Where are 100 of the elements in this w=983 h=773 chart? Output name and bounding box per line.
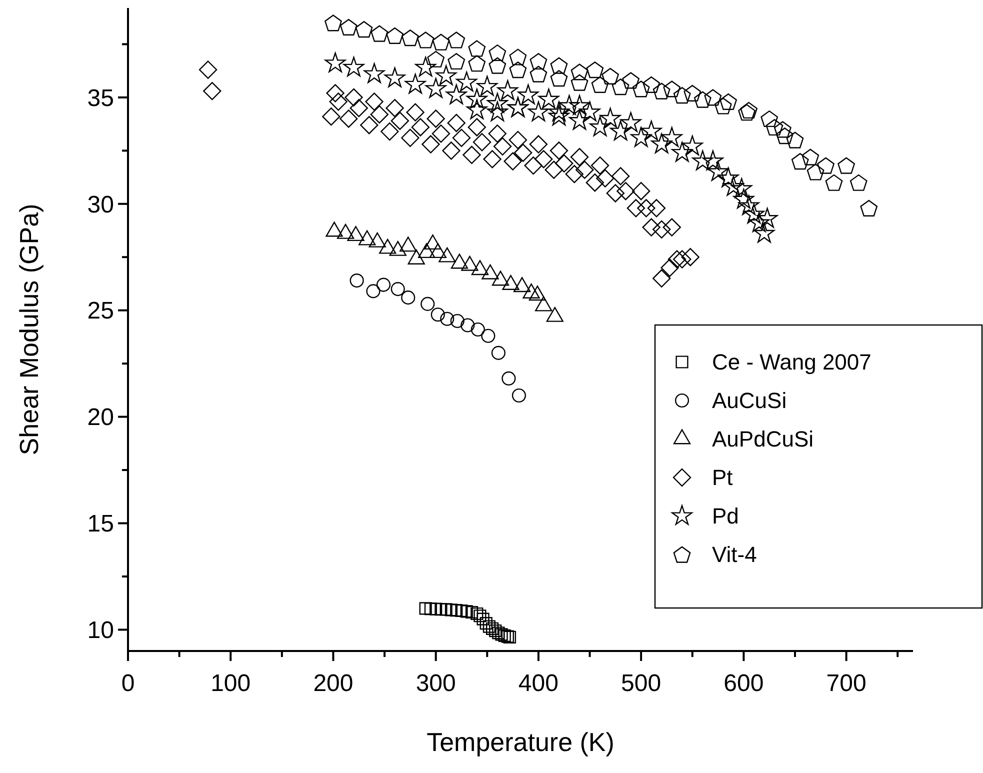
- point: [673, 250, 692, 268]
- point: [570, 74, 588, 91]
- point: [611, 167, 630, 186]
- point: [802, 148, 820, 166]
- point: [329, 92, 348, 111]
- x-tick-label: 500: [621, 670, 662, 697]
- point: [512, 388, 526, 403]
- point: [493, 137, 512, 156]
- point: [404, 74, 426, 94]
- point: [760, 110, 778, 128]
- point: [436, 65, 457, 86]
- point: [411, 118, 430, 136]
- point: [731, 178, 752, 198]
- point: [491, 346, 506, 360]
- point: [748, 212, 770, 232]
- point: [555, 154, 574, 173]
- point: [850, 174, 868, 191]
- point: [340, 18, 358, 36]
- point: [528, 101, 549, 122]
- point: [446, 84, 467, 104]
- point: [586, 61, 604, 78]
- point: [825, 174, 843, 191]
- point: [390, 282, 405, 296]
- point: [364, 63, 385, 83]
- point: [462, 146, 481, 164]
- point: [600, 108, 621, 128]
- point: [488, 124, 507, 143]
- point: [596, 169, 614, 188]
- point: [422, 135, 440, 154]
- point: [460, 318, 475, 332]
- point: [427, 50, 445, 68]
- point: [476, 612, 490, 626]
- point: [590, 156, 610, 175]
- point: [501, 630, 514, 643]
- point: [434, 602, 448, 616]
- point: [661, 126, 682, 147]
- point: [530, 52, 548, 70]
- point: [474, 610, 486, 622]
- point: [326, 84, 344, 102]
- point: [660, 258, 679, 277]
- point: [432, 34, 450, 50]
- point: [642, 76, 660, 93]
- point: [432, 124, 450, 143]
- y-tick-label: 20: [87, 404, 114, 432]
- legend-label: Pd: [712, 504, 739, 529]
- x-tick-label: 700: [826, 670, 866, 697]
- point: [450, 314, 464, 328]
- y-axis-title: Shear Modulus (GPa): [14, 204, 44, 456]
- y-tick-label: 35: [87, 84, 114, 112]
- point: [384, 67, 406, 88]
- point: [806, 164, 824, 180]
- point: [455, 604, 468, 618]
- point: [838, 157, 855, 174]
- point: [442, 142, 460, 160]
- y-tick-label: 15: [87, 510, 114, 538]
- point: [450, 604, 463, 617]
- legend-label: Pt: [712, 465, 733, 490]
- point: [376, 278, 391, 292]
- point: [509, 61, 527, 78]
- point: [651, 133, 672, 154]
- point: [570, 64, 588, 80]
- point: [668, 250, 686, 268]
- point: [386, 27, 404, 44]
- point: [708, 161, 728, 181]
- point: [714, 98, 732, 114]
- point: [486, 622, 499, 635]
- point: [652, 269, 671, 288]
- point: [503, 630, 516, 644]
- point: [420, 296, 435, 311]
- point: [663, 80, 681, 98]
- point: [579, 101, 600, 122]
- point: [530, 66, 548, 82]
- point: [766, 118, 784, 136]
- point: [468, 40, 486, 57]
- x-tick-label: 100: [210, 670, 251, 697]
- point: [489, 624, 502, 638]
- point: [483, 150, 502, 168]
- point: [509, 48, 527, 66]
- point: [534, 150, 553, 168]
- point: [694, 91, 712, 108]
- point: [524, 156, 542, 175]
- point: [640, 120, 662, 140]
- point: [548, 106, 570, 126]
- point: [492, 626, 505, 640]
- point: [424, 602, 438, 616]
- point: [480, 617, 492, 630]
- point: [720, 93, 737, 110]
- point: [590, 116, 610, 136]
- point: [486, 92, 508, 113]
- point: [722, 176, 744, 196]
- point: [350, 274, 364, 288]
- point: [610, 120, 631, 140]
- point: [481, 328, 496, 343]
- point: [632, 80, 650, 98]
- point: [340, 110, 358, 128]
- point: [452, 128, 471, 147]
- point: [576, 160, 594, 179]
- point: [672, 142, 693, 162]
- x-tick-label: 300: [416, 670, 456, 697]
- x-axis-title: Temperature (K): [426, 727, 614, 757]
